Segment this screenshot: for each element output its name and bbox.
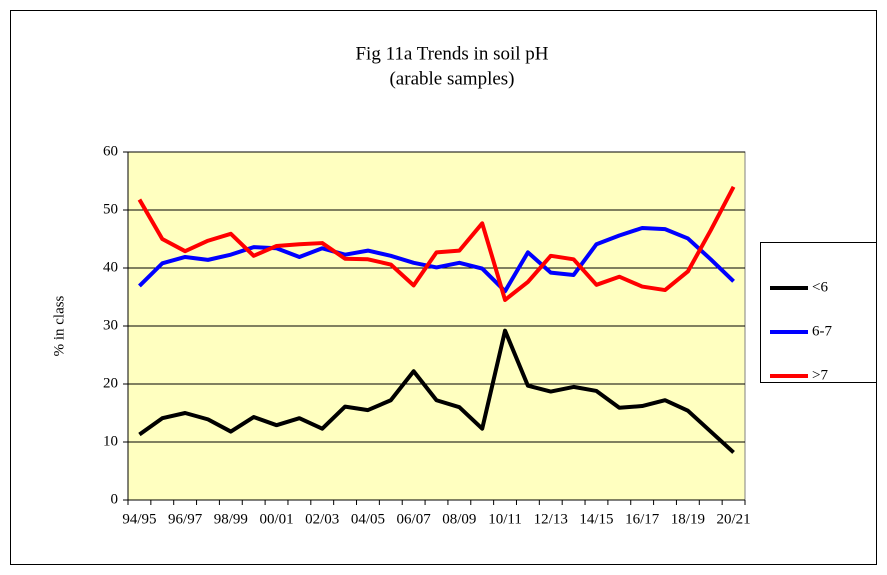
x-tick-label: 18/19 bbox=[671, 511, 705, 527]
data-line bbox=[137, 185, 736, 302]
x-tick-label: 12/13 bbox=[534, 511, 568, 527]
data-line bbox=[138, 225, 735, 294]
y-tick-label: 0 bbox=[111, 491, 119, 507]
x-tick-label: 16/17 bbox=[625, 511, 660, 527]
legend-label: 6-7 bbox=[812, 323, 832, 339]
y-tick-label: 30 bbox=[103, 317, 118, 333]
y-axis-label: % in class bbox=[51, 295, 67, 356]
legend-label: <6 bbox=[812, 279, 828, 295]
y-tick-label: 10 bbox=[103, 433, 118, 449]
y-tick-label: 40 bbox=[103, 259, 118, 275]
legend-box bbox=[760, 242, 877, 383]
y-tick-label: 20 bbox=[103, 375, 118, 391]
chart-subtitle: (arable samples) bbox=[389, 68, 514, 89]
y-tick-label: 50 bbox=[103, 201, 118, 217]
x-tick-label: 00/01 bbox=[259, 511, 293, 527]
x-tick-label: 98/99 bbox=[214, 511, 248, 527]
x-tick-label: 96/97 bbox=[168, 511, 203, 527]
x-tick-label: 20/21 bbox=[716, 511, 750, 527]
y-tick-label: 60 bbox=[103, 143, 118, 159]
x-tick-label: 14/15 bbox=[579, 511, 613, 527]
x-tick-label: 08/09 bbox=[442, 511, 476, 527]
x-tick-label: 06/07 bbox=[397, 511, 432, 527]
chart-title: Fig 11a Trends in soil pH bbox=[355, 43, 548, 64]
legend-label: >7 bbox=[812, 367, 828, 383]
x-tick-label: 02/03 bbox=[305, 511, 339, 527]
x-tick-label: 94/95 bbox=[122, 511, 156, 527]
x-tick-label: 10/11 bbox=[488, 511, 522, 527]
x-tick-label: 04/05 bbox=[351, 511, 385, 527]
data-line bbox=[138, 328, 735, 454]
